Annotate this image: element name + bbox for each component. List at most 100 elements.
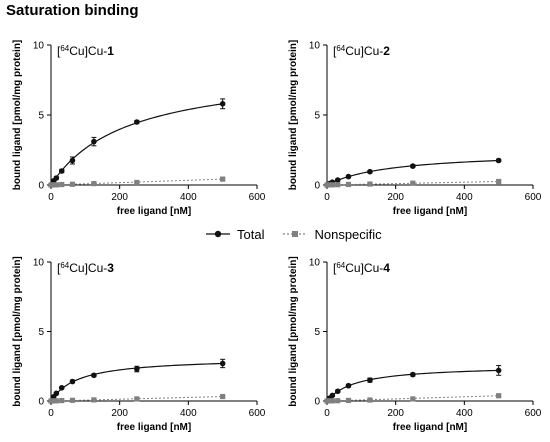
data-point-nonspecific: [220, 393, 226, 400]
data-point-total: [410, 371, 416, 378]
y-tick-label: 0: [314, 397, 320, 408]
x-axis-label: free ligand [nM]: [117, 206, 191, 217]
data-point-nonspecific: [329, 398, 335, 404]
data-point-nonspecific: [324, 182, 330, 188]
x-tick-label: 600: [525, 192, 542, 203]
data-point-total: [134, 366, 140, 372]
panel-title-mid: Cu]Cu-: [345, 44, 383, 58]
data-point-nonspecific: [51, 182, 57, 188]
panel-title-mid: Cu]Cu-: [69, 44, 107, 58]
x-axis-label: free ligand [nM]: [393, 422, 467, 433]
data-point-nonspecific: [91, 181, 97, 187]
y-axis-label: bound ligand [pmol/mg protein]: [12, 40, 23, 191]
data-point-nonspecific: [59, 181, 65, 188]
x-tick-label: 0: [48, 408, 54, 419]
chart-panel: 0 200 400 600 0 5 10 free ligand [nM] bound liga…: [288, 40, 542, 217]
x-tick-label: 600: [249, 192, 266, 203]
y-tick-label: 0: [38, 181, 44, 192]
x-axis-label: free ligand [nM]: [393, 206, 467, 217]
x-tick-label: 400: [456, 408, 473, 419]
legend-item-nonspecific: Nonspecific: [282, 226, 382, 242]
data-point-nonspecific: [367, 181, 373, 187]
data-point-total: [345, 382, 352, 389]
data-point-nonspecific: [335, 182, 341, 188]
data-point-total: [345, 173, 352, 180]
y-tick-label: 10: [33, 41, 45, 52]
panel-title-mid: Cu]Cu-: [69, 261, 107, 275]
chart-panel: 0 200 400 600 0 5 10 free ligand [nM] bound liga…: [288, 256, 542, 433]
legend-item-total: Total: [205, 227, 264, 242]
data-point-total: [91, 372, 97, 379]
y-tick-label: 0: [314, 181, 320, 192]
chart-panel: 0 200 400 600 0 5 10 free ligand [nM] bound liga…: [12, 40, 266, 217]
data-point-total: [69, 378, 76, 385]
y-tick-label: 0: [38, 397, 44, 408]
data-point-nonspecific: [134, 396, 140, 402]
data-point-nonspecific: [59, 397, 65, 404]
panel-title-number: 1: [107, 44, 114, 58]
data-point-nonspecific: [69, 181, 76, 187]
y-tick-label: 5: [314, 111, 320, 122]
y-tick-label: 5: [38, 327, 44, 338]
data-point-nonspecific: [335, 398, 341, 404]
panel-title: [64Cu]Cu-3: [57, 261, 114, 276]
data-point-nonspecific: [327, 398, 333, 404]
x-tick-label: 200: [387, 408, 404, 419]
x-tick-label: 0: [48, 192, 54, 203]
data-point-total: [219, 360, 226, 367]
y-axis-label: bound ligand [pmol/mg protein]: [12, 256, 23, 407]
data-point-nonspecific: [51, 398, 57, 404]
data-point-total: [134, 119, 140, 125]
data-point-total: [367, 168, 373, 175]
data-point-total: [367, 377, 373, 383]
legend-total-label: Total: [237, 226, 265, 242]
data-point-nonspecific: [327, 182, 333, 188]
data-point-total: [69, 157, 76, 164]
data-point-total: [53, 390, 60, 397]
data-point-nonspecific: [324, 398, 330, 404]
data-point-nonspecific: [48, 182, 54, 188]
x-tick-label: 200: [387, 192, 404, 203]
y-tick-label: 10: [309, 258, 321, 269]
data-point-total: [495, 157, 502, 164]
x-tick-label: 400: [180, 192, 197, 203]
data-point-nonspecific: [53, 182, 59, 188]
x-tick-label: 0: [324, 192, 330, 203]
panel-title-isotope: 64: [336, 44, 345, 53]
x-tick-label: 0: [324, 408, 330, 419]
data-point-total: [334, 177, 341, 183]
data-point-nonspecific: [345, 181, 352, 188]
page-title: Saturation binding: [6, 2, 139, 19]
legend-nonspecific-swatch: [283, 231, 308, 237]
data-point-nonspecific: [329, 182, 335, 188]
data-point-nonspecific: [345, 397, 352, 404]
panel-title-bracket: [: [57, 261, 61, 275]
data-point-nonspecific: [410, 180, 416, 186]
y-axis-label: bound ligand [pmol/mg protein]: [288, 256, 299, 407]
data-point-nonspecific: [69, 397, 76, 403]
y-tick-label: 5: [314, 327, 320, 338]
data-point-nonspecific: [53, 398, 59, 404]
x-tick-label: 400: [180, 408, 197, 419]
panel-title-number: 2: [383, 44, 390, 58]
panel-title-number: 4: [383, 261, 390, 275]
data-point-nonspecific: [134, 179, 140, 186]
y-axis-label: bound ligand [pmol/mg protein]: [288, 40, 299, 191]
panel-title: [64Cu]Cu-4: [333, 261, 390, 276]
x-tick-label: 600: [525, 408, 542, 419]
data-point-total: [58, 384, 65, 391]
data-point-total: [334, 388, 341, 395]
panel-title-isotope: 64: [336, 261, 345, 270]
panel-title-bracket: [: [333, 261, 337, 275]
data-point-total: [53, 175, 60, 181]
x-axis-label: free ligand [nM]: [117, 422, 191, 433]
fit-curve-total: [50, 103, 223, 186]
panel-title: [64Cu]Cu-1: [57, 44, 114, 59]
data-point-total: [329, 392, 336, 399]
panel-title-isotope: 64: [60, 44, 69, 53]
data-point-nonspecific: [220, 176, 226, 182]
y-tick-label: 5: [38, 111, 44, 122]
legend-nonspecific-label: Nonspecific: [314, 226, 382, 242]
panel-title-bracket: [: [57, 44, 61, 58]
